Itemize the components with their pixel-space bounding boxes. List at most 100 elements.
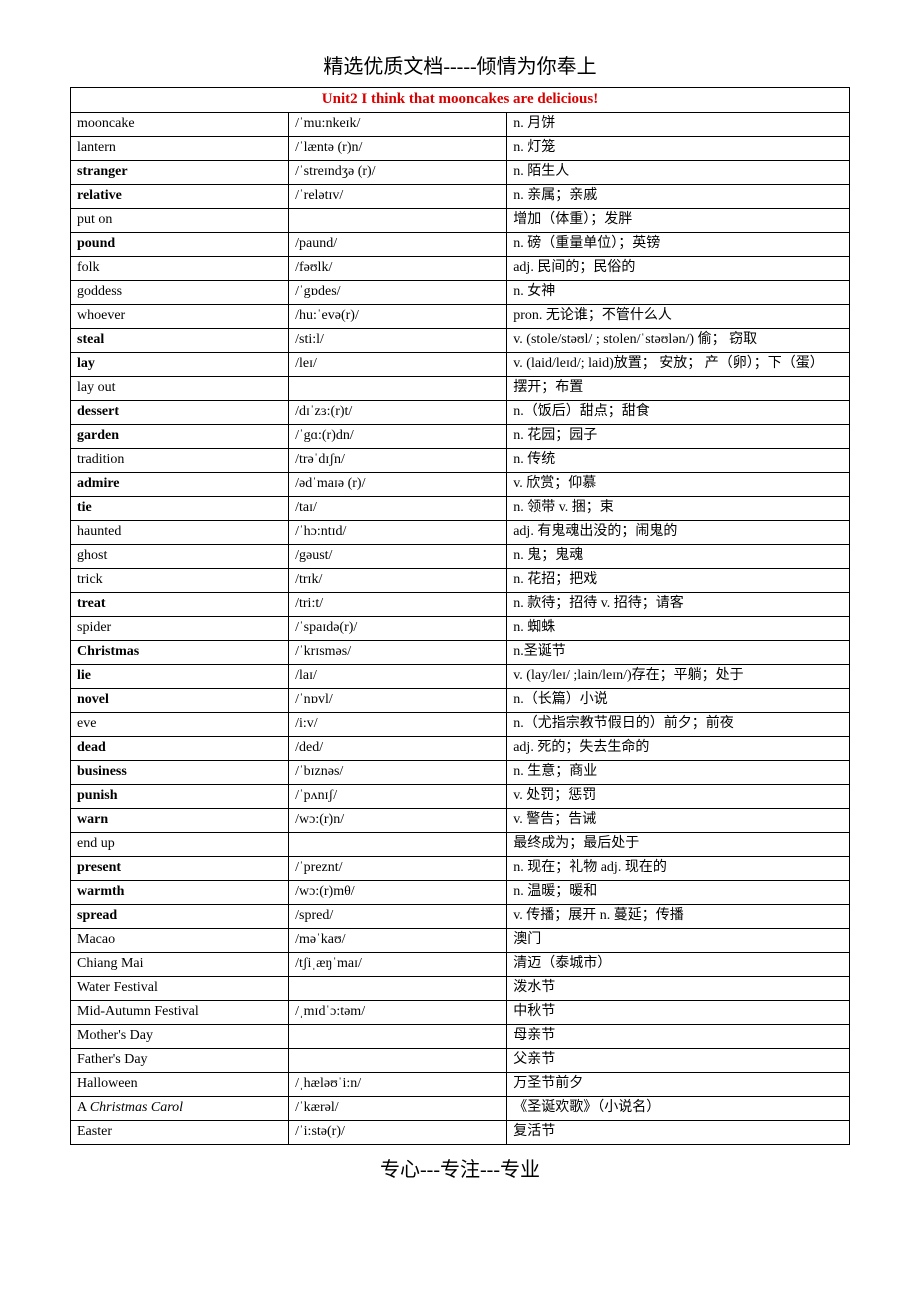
word-cell: Macao: [71, 928, 289, 952]
definition-cell: v. (stole/stəʊl/ ; stolen/ˈstəʊlən/) 偷； …: [507, 328, 850, 352]
vocabulary-table: Unit2 I think that mooncakes are delicio…: [70, 87, 850, 1145]
word-cell: lantern: [71, 136, 289, 160]
word-cell: garden: [71, 424, 289, 448]
table-row: novel/ˈnɒvl/ n.（长篇）小说: [71, 688, 850, 712]
table-row: spider/ˈspaɪdə(r)/n. 蜘蛛: [71, 616, 850, 640]
definition-cell: n.（尤指宗教节假日的）前夕；前夜: [507, 712, 850, 736]
definition-cell: n. 亲属；亲戚: [507, 184, 850, 208]
word-cell: Chiang Mai: [71, 952, 289, 976]
word-cell: treat: [71, 592, 289, 616]
word-cell: Mother's Day: [71, 1024, 289, 1048]
word-cell: spider: [71, 616, 289, 640]
word-cell: stranger: [71, 160, 289, 184]
table-row: dessert/dɪˈzɜ:(r)t/n.（饭后）甜点；甜食: [71, 400, 850, 424]
word-cell: relative: [71, 184, 289, 208]
phonetic-cell: /ˈstreɪndʒə (r)/: [289, 160, 507, 184]
phonetic-cell: /ˈrelətɪv/: [289, 184, 507, 208]
phonetic-cell: /i:v/: [289, 712, 507, 736]
definition-cell: n. 蜘蛛: [507, 616, 850, 640]
phonetic-cell: /tʃiˌæŋˈmaɪ/: [289, 952, 507, 976]
definition-cell: n. 陌生人: [507, 160, 850, 184]
table-row: tradition/trəˈdɪʃn/n. 传统: [71, 448, 850, 472]
definition-cell: 父亲节: [507, 1048, 850, 1072]
word-cell: put on: [71, 208, 289, 232]
definition-cell: adj. 有鬼魂出没的；闹鬼的: [507, 520, 850, 544]
word-cell: dessert: [71, 400, 289, 424]
page-footer: 专心---专注---专业: [70, 1153, 850, 1182]
table-row: Father's Day父亲节: [71, 1048, 850, 1072]
table-row: Chiang Mai/tʃiˌæŋˈmaɪ/清迈（泰城市）: [71, 952, 850, 976]
definition-cell: n. 女神: [507, 280, 850, 304]
definition-cell: 增加（体重）；发胖: [507, 208, 850, 232]
table-row: lay/leɪ/v. (laid/leɪd/; laid)放置； 安放； 产（卵…: [71, 352, 850, 376]
table-row: whoever/hu:ˈevə(r)/pron. 无论谁；不管什么人: [71, 304, 850, 328]
word-cell: Easter: [71, 1120, 289, 1144]
phonetic-cell: /taɪ/: [289, 496, 507, 520]
definition-cell: 澳门: [507, 928, 850, 952]
word-cell: A Christmas Carol: [71, 1096, 289, 1120]
definition-cell: 复活节: [507, 1120, 850, 1144]
phonetic-cell: [289, 376, 507, 400]
word-cell: goddess: [71, 280, 289, 304]
word-cell: trick: [71, 568, 289, 592]
table-row: dead/ded/adj. 死的；失去生命的: [71, 736, 850, 760]
word-cell: whoever: [71, 304, 289, 328]
word-cell: folk: [71, 256, 289, 280]
word-cell: eve: [71, 712, 289, 736]
table-row: Christmas/ˈkrɪsməs/n.圣诞节: [71, 640, 850, 664]
table-row: steal/sti:l/v. (stole/stəʊl/ ; stolen/ˈs…: [71, 328, 850, 352]
definition-cell: n. 磅（重量单位）；英镑: [507, 232, 850, 256]
table-row: Mother's Day母亲节: [71, 1024, 850, 1048]
definition-cell: v. (laid/leɪd/; laid)放置； 安放； 产（卵）；下（蛋）: [507, 352, 850, 376]
phonetic-cell: /məˈkaʊ/: [289, 928, 507, 952]
word-cell: lay out: [71, 376, 289, 400]
phonetic-cell: /ˈkrɪsməs/: [289, 640, 507, 664]
table-row: trick/trɪk/n. 花招；把戏: [71, 568, 850, 592]
definition-cell: v. 处罚；惩罚: [507, 784, 850, 808]
word-cell: admire: [71, 472, 289, 496]
word-cell: punish: [71, 784, 289, 808]
table-row: garden/ˈgɑ:(r)dn/n. 花园；园子: [71, 424, 850, 448]
phonetic-cell: /ˌmɪdˈɔ:təm/: [289, 1000, 507, 1024]
definition-cell: n. 灯笼: [507, 136, 850, 160]
phonetic-cell: /ədˈmaɪə (r)/: [289, 472, 507, 496]
definition-cell: n. 现在；礼物 adj. 现在的: [507, 856, 850, 880]
phonetic-cell: /tri:t/: [289, 592, 507, 616]
phonetic-cell: [289, 1048, 507, 1072]
table-row: ghost/gəust/n. 鬼；鬼魂: [71, 544, 850, 568]
definition-cell: 泼水节: [507, 976, 850, 1000]
definition-cell: 摆开；布置: [507, 376, 850, 400]
table-row: Easter/ˈi:stə(r)/复活节: [71, 1120, 850, 1144]
table-row: mooncake/ˈmu:nkeɪk/n. 月饼: [71, 112, 850, 136]
table-row: present/ˈpreznt/n. 现在；礼物 adj. 现在的: [71, 856, 850, 880]
table-row: A Christmas Carol/ˈkærəl/《圣诞欢歌》（小说名）: [71, 1096, 850, 1120]
phonetic-cell: /ˈkærəl/: [289, 1096, 507, 1120]
definition-cell: 中秋节: [507, 1000, 850, 1024]
word-cell: Water Festival: [71, 976, 289, 1000]
definition-cell: n. 生意；商业: [507, 760, 850, 784]
word-cell: tradition: [71, 448, 289, 472]
definition-cell: v. (lay/leɪ/ ;lain/leɪn/)存在；平躺；处于: [507, 664, 850, 688]
phonetic-cell: /sti:l/: [289, 328, 507, 352]
table-row: Halloween/ˌhæləʊˈi:n/万圣节前夕: [71, 1072, 850, 1096]
word-cell: business: [71, 760, 289, 784]
definition-cell: v. 传播；展开 n. 蔓延；传播: [507, 904, 850, 928]
definition-cell: pron. 无论谁；不管什么人: [507, 304, 850, 328]
table-row: treat/tri:t/n. 款待；招待 v. 招待；请客: [71, 592, 850, 616]
word-cell: spread: [71, 904, 289, 928]
definition-cell: 最终成为；最后处于: [507, 832, 850, 856]
table-row: warn/wɔ:(r)n/v. 警告；告诫: [71, 808, 850, 832]
definition-cell: 《圣诞欢歌》（小说名）: [507, 1096, 850, 1120]
table-row: admire/ədˈmaɪə (r)/v. 欣赏；仰慕: [71, 472, 850, 496]
phonetic-cell: /ˈspaɪdə(r)/: [289, 616, 507, 640]
table-row: put on 增加（体重）；发胖: [71, 208, 850, 232]
phonetic-cell: /leɪ/: [289, 352, 507, 376]
phonetic-cell: /wɔ:(r)n/: [289, 808, 507, 832]
word-cell: steal: [71, 328, 289, 352]
phonetic-cell: /ˈi:stə(r)/: [289, 1120, 507, 1144]
phonetic-cell: /ˈbɪznəs/: [289, 760, 507, 784]
table-row: relative/ˈrelətɪv/n. 亲属；亲戚: [71, 184, 850, 208]
phonetic-cell: /laɪ/: [289, 664, 507, 688]
table-row: goddess/ˈgɒdes/n. 女神: [71, 280, 850, 304]
definition-cell: n. 领带 v. 捆；束: [507, 496, 850, 520]
